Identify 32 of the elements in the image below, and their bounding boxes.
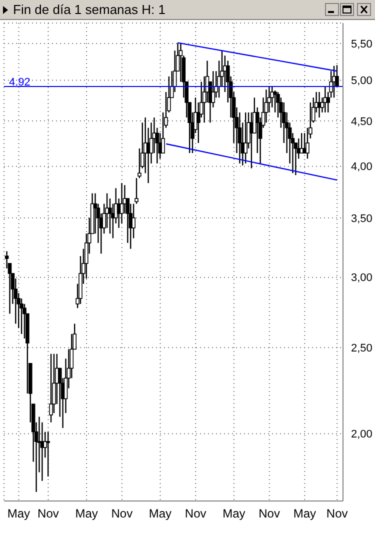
y-tick-label: 3,50 <box>351 212 372 225</box>
y-tick-label: 5,50 <box>351 38 372 50</box>
candlestick <box>49 353 53 423</box>
candlestick <box>306 127 310 160</box>
y-tick-label: 3,00 <box>351 272 372 284</box>
ref-line-label: 4.92 <box>9 76 30 88</box>
x-tick-label: May <box>148 506 172 521</box>
y-tick-label: 2,50 <box>351 342 372 355</box>
candlestick <box>270 86 274 108</box>
x-tick-label: May <box>75 506 98 521</box>
y-tick-label: 2,00 <box>351 428 372 441</box>
candlestick <box>238 112 242 164</box>
candlestick <box>108 198 112 234</box>
x-tick-label: May <box>222 506 246 521</box>
x-tick-label: May <box>7 506 30 521</box>
y-tick-label: 5,00 <box>351 75 372 88</box>
candlestick <box>134 177 138 204</box>
candlestick <box>120 182 124 224</box>
y-tick-label: 4,50 <box>351 116 372 128</box>
candlestick <box>132 203 136 239</box>
chart-title: Fin de día 1 semanas H: 1 <box>13 2 166 17</box>
x-tick-label: Nov <box>258 506 280 521</box>
x-tick-label: Nov <box>184 506 206 521</box>
candlestick <box>46 431 50 478</box>
y-tick-label: 4,00 <box>351 161 372 174</box>
candlestick <box>273 90 277 114</box>
x-tick-label: Nov <box>326 506 348 521</box>
candlestick <box>138 148 142 179</box>
x-tick-label: Nov <box>111 506 133 521</box>
candlestick <box>244 112 248 164</box>
x-tick-label: Nov <box>38 506 59 521</box>
x-tick-label: May <box>293 506 316 521</box>
